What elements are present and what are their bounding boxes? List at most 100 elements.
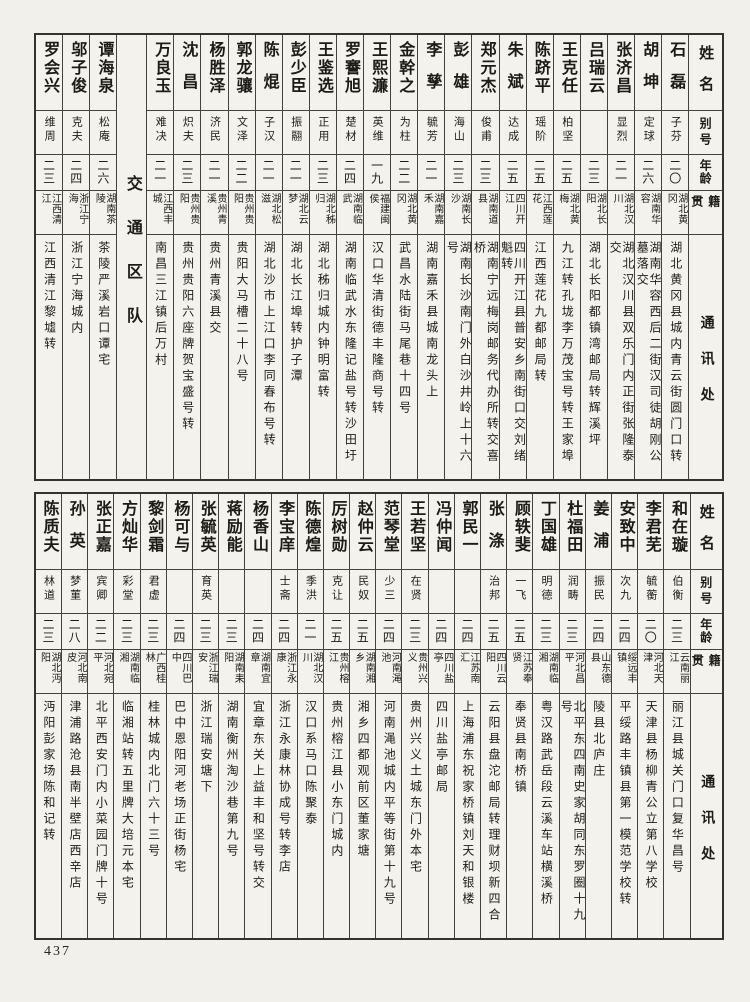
person-name: 冯仲闻	[433, 500, 451, 554]
person-address-cell: 湖北秭归城内钟明富转	[310, 235, 336, 479]
person-age: 二三	[669, 618, 684, 644]
person-address: 汉口系马口陈聚泰	[303, 700, 318, 828]
page-number: 437	[44, 944, 71, 959]
person-column: 石磊 子芬 二〇 湖北黄冈 湖北黄冈县城内青云街圆门口转	[661, 35, 689, 479]
person-name-cell: 陈焜	[255, 35, 282, 111]
person-native: 贵州贵阳	[231, 193, 254, 225]
person-column: 李君芜 毓蘅 二〇 河北天津 天津县杨柳青公立第八学校	[637, 494, 664, 938]
person-age-cell: 二四	[166, 614, 192, 650]
person-alias: 英维	[371, 116, 384, 144]
person-address: 贵州青溪县交	[207, 241, 222, 337]
person-column: 王鉴选 正用 二三 湖北秭归 湖北秭归城内钟明富转	[308, 35, 336, 479]
header-column: 姓名 别号 年龄 籍贯 通讯处	[689, 494, 722, 938]
person-native: 湖南临武	[339, 193, 362, 225]
person-age: 二三	[586, 159, 601, 185]
person-name-cell: 和在璇	[664, 494, 690, 570]
person-native: 浙江宁海	[66, 193, 88, 225]
person-address-cell: 贵阳大马槽二十八号	[229, 235, 255, 479]
person-column: 张济昌 显烈 二一 湖北汉川 湖北汉川县双乐门内正街张隆泰交	[607, 35, 635, 479]
header-address-cell: 通讯处	[689, 235, 722, 479]
header-name: 姓名	[697, 45, 714, 107]
person-address-cell: 粤汉路武岳段云溪车站横溪桥	[533, 694, 558, 938]
person-native: 湖北黄梅	[556, 193, 579, 225]
person-name-cell: 孙英	[62, 494, 88, 570]
person-name: 陈跻平	[531, 41, 549, 95]
person-address-cell: 四川盐亭邮局	[429, 694, 454, 938]
person-name: 孙英	[66, 500, 84, 564]
person-age: 二五	[486, 618, 501, 644]
person-address-cell: 奉贤县南桥镇	[507, 694, 532, 938]
person-name-cell: 陈跻平	[526, 35, 553, 111]
person-address: 四川盐亭邮局	[434, 700, 449, 796]
header-age: 年龄	[698, 159, 713, 185]
person-address-cell: 四川开江县普安乡南街口交刘绪魁转	[500, 235, 526, 479]
person-address-cell: 南昌三江镇后万村	[147, 235, 173, 479]
person-column: 厉树勋 克让 二五 贵州榕江 贵州榕江县小东门城内	[322, 494, 350, 938]
person-address: 沔阳彭家场陈和记转	[41, 700, 56, 844]
person-age-cell: 二三	[192, 614, 219, 650]
person-name-cell: 谭海泉	[90, 35, 117, 111]
person-address-cell: 贵州贵阳六座牌贺宝盛号转	[174, 235, 200, 479]
person-age: 二四	[276, 618, 291, 644]
person-age: 二一	[261, 159, 276, 185]
person-address: 贵州贵阳六座牌贺宝盛号转	[180, 241, 195, 433]
person-age: 二一	[206, 159, 221, 185]
person-age-cell: 二五	[526, 155, 553, 191]
person-native: 浙江瑞安	[195, 652, 218, 684]
person-age-cell: 二一	[608, 155, 635, 191]
person-name: 郑元杰	[477, 41, 495, 95]
person-address: 贵阳大马槽二十八号	[234, 241, 249, 385]
person-address: 湖北长阳都镇湾邮局转辉溪坪	[587, 241, 602, 449]
person-name: 沈昌	[179, 41, 197, 105]
header-native-cell: 籍贯	[689, 191, 722, 235]
person-alias: 一飞	[513, 575, 526, 603]
person-address-cell: 湖南嘉禾县城南龙头上	[418, 235, 444, 479]
person-age-cell: 二一	[282, 155, 309, 191]
person-address: 湖南嘉禾县城南龙头上	[424, 241, 439, 401]
header-alias-cell: 别号	[690, 570, 722, 614]
person-name-cell: 王若坚	[402, 494, 428, 570]
header-native: 籍贯	[690, 654, 722, 674]
person-alias-cell: 振民	[585, 570, 611, 614]
person-name-cell: 顾轶斐	[507, 494, 533, 570]
person-native: 河北南皮	[64, 652, 87, 684]
person-age: 二五	[355, 618, 370, 644]
person-age-cell: 二三	[664, 614, 690, 650]
person-name-cell: 吕瑞云	[580, 35, 608, 111]
person-address: 茶陵严溪岩口谭宅	[96, 241, 111, 369]
person-alias-cell: 一飞	[507, 570, 533, 614]
person-name-cell: 王克任	[553, 35, 580, 111]
person-column: 彭少臣 振翮 二一 湖北云梦 湖北长江埠转护子潭	[281, 35, 309, 479]
person-name: 张涤	[485, 500, 503, 564]
person-address-cell: 浙江宁海城内	[63, 235, 89, 479]
person-native: 湖南道县	[475, 193, 498, 225]
person-name: 方灿华	[119, 500, 136, 554]
person-column: 安致中 次九 二四 绥远丰镇 平绥路丰镇县第一模范学校转	[610, 494, 638, 938]
person-age-cell: 二四	[271, 614, 297, 650]
person-native-cell: 湖南临湘	[533, 650, 559, 694]
header-name: 姓名	[697, 504, 714, 566]
person-name: 杨可与	[171, 500, 189, 554]
person-native: 江西清江	[39, 193, 61, 225]
person-age-cell: 二三	[580, 155, 608, 191]
person-native-cell: 四川云阳	[481, 650, 507, 694]
person-column: 王克任 柏坚 二五 湖北黄梅 九江转孔垅李万茂宝号转王家埠	[552, 35, 580, 479]
header-alias: 别号	[698, 117, 713, 149]
person-name: 李孳	[423, 41, 441, 105]
person-address: 湖北沙市上江口李同春布号转	[262, 241, 277, 449]
person-name: 张正嘉	[92, 500, 110, 554]
person-column: 万良玉 难决 二一 江西丰城 南昌三江镇后万村	[146, 35, 174, 479]
person-alias-cell: 治邦	[481, 570, 507, 614]
person-age: 二四	[590, 618, 605, 644]
person-alias: 育英	[199, 575, 212, 603]
person-age: 二〇	[667, 159, 682, 185]
person-age: 二四	[617, 618, 632, 644]
person-native-cell: 贵州兴义	[402, 650, 428, 694]
person-age-cell: 二〇	[638, 614, 664, 650]
person-native-cell: 湖北汉川	[297, 650, 323, 694]
person-alias-cell: 育英	[192, 570, 219, 614]
person-column: 赵仲云 民奴 二五 湖南湘乡 湘乡四都观前区董家塘	[349, 494, 376, 938]
person-age-cell: 二三	[140, 614, 166, 650]
person-address-cell: 湖北沙市上江口李同春布号转	[256, 235, 282, 479]
person-alias-cell: 林道	[35, 570, 62, 614]
